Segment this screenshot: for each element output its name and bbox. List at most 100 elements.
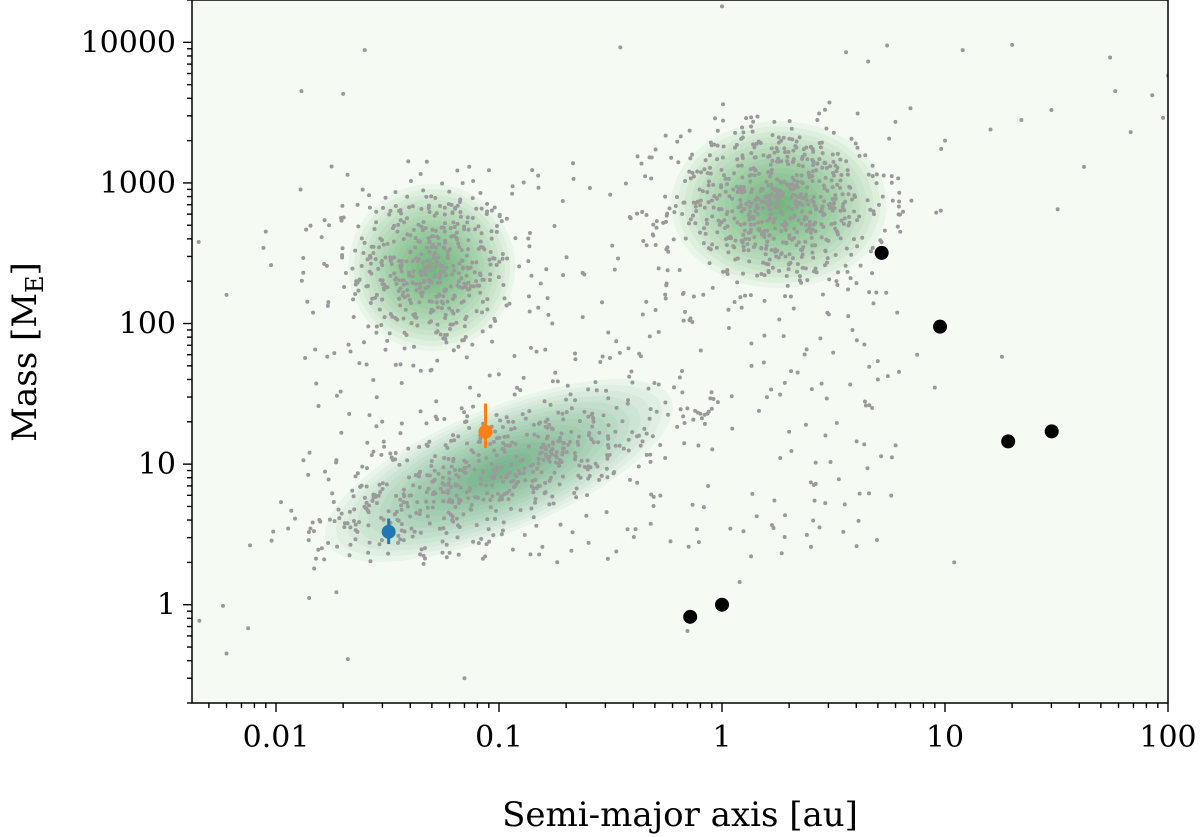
population-point	[782, 224, 787, 229]
population-point	[733, 145, 738, 150]
population-point	[819, 209, 824, 214]
population-point	[565, 383, 570, 388]
population-point	[493, 429, 498, 434]
population-point	[801, 195, 806, 200]
population-point	[526, 236, 531, 241]
population-point	[783, 150, 788, 155]
population-point	[362, 504, 367, 509]
population-point	[533, 500, 538, 505]
population-point	[421, 188, 426, 193]
population-point	[463, 284, 468, 289]
population-point	[405, 194, 410, 199]
population-point	[741, 529, 746, 534]
population-point	[756, 220, 761, 225]
population-point	[393, 362, 398, 367]
population-point	[466, 280, 471, 285]
population-point	[383, 347, 388, 352]
population-point	[465, 215, 470, 220]
population-point	[817, 525, 822, 530]
population-point	[367, 269, 372, 274]
population-point	[775, 159, 780, 164]
population-point	[591, 440, 596, 445]
population-point	[440, 550, 445, 555]
population-point	[756, 171, 761, 176]
population-point	[379, 538, 384, 543]
population-point	[810, 227, 815, 232]
population-point	[446, 481, 451, 486]
population-point	[501, 441, 506, 446]
population-point	[576, 473, 581, 478]
population-point	[730, 426, 735, 431]
population-point	[744, 202, 749, 207]
density-cloud-2	[433, 436, 565, 505]
population-point	[381, 205, 386, 210]
population-point	[843, 199, 848, 204]
population-point	[402, 346, 407, 351]
population-point	[881, 173, 886, 178]
population-point	[424, 265, 429, 270]
population-point	[804, 145, 809, 150]
population-point	[462, 224, 467, 229]
population-point	[835, 182, 840, 187]
population-point	[424, 442, 429, 447]
population-point	[848, 276, 853, 281]
solar-system-planets	[683, 245, 1059, 624]
population-point	[739, 136, 744, 141]
population-point	[810, 178, 815, 183]
population-point	[527, 409, 532, 414]
population-point	[442, 212, 447, 217]
population-point	[364, 500, 369, 505]
population-point	[299, 278, 304, 283]
population-point	[743, 293, 748, 298]
plot-area	[192, 0, 1168, 703]
population-point	[952, 560, 957, 565]
population-point	[739, 163, 744, 168]
population-point	[518, 508, 523, 513]
population-point	[844, 159, 849, 164]
population-point	[440, 490, 445, 495]
population-point	[499, 465, 504, 470]
population-point	[743, 237, 748, 242]
population-point	[585, 467, 590, 472]
population-point	[434, 399, 439, 404]
population-point	[454, 516, 459, 521]
population-point	[311, 310, 316, 315]
population-point	[370, 498, 375, 503]
population-point	[564, 397, 569, 402]
population-point	[442, 221, 447, 226]
population-point	[822, 107, 827, 112]
population-point	[770, 186, 775, 191]
population-point	[582, 465, 587, 470]
population-point	[586, 476, 591, 481]
population-point	[651, 494, 656, 499]
population-point	[1081, 164, 1086, 169]
population-point	[813, 481, 818, 486]
population-point	[572, 491, 577, 496]
population-point	[749, 554, 754, 559]
population-point	[574, 495, 579, 500]
population-point	[798, 192, 803, 197]
population-point	[638, 443, 643, 448]
population-point	[633, 527, 638, 532]
population-point	[853, 141, 858, 146]
population-point	[804, 198, 809, 203]
population-point	[510, 492, 515, 497]
population-point	[674, 195, 679, 200]
population-point	[537, 484, 542, 489]
population-point	[488, 324, 493, 329]
population-point	[414, 281, 419, 286]
population-point	[702, 205, 707, 210]
population-point	[340, 246, 345, 251]
population-point	[841, 221, 846, 226]
population-point	[736, 163, 741, 168]
population-point	[470, 342, 475, 347]
population-point	[710, 447, 715, 452]
population-point	[676, 160, 681, 165]
population-point	[464, 273, 469, 278]
population-point	[368, 255, 373, 260]
population-point	[485, 209, 490, 214]
population-point	[791, 148, 796, 153]
population-point	[786, 204, 791, 209]
population-point	[690, 152, 695, 157]
population-point	[521, 180, 526, 185]
